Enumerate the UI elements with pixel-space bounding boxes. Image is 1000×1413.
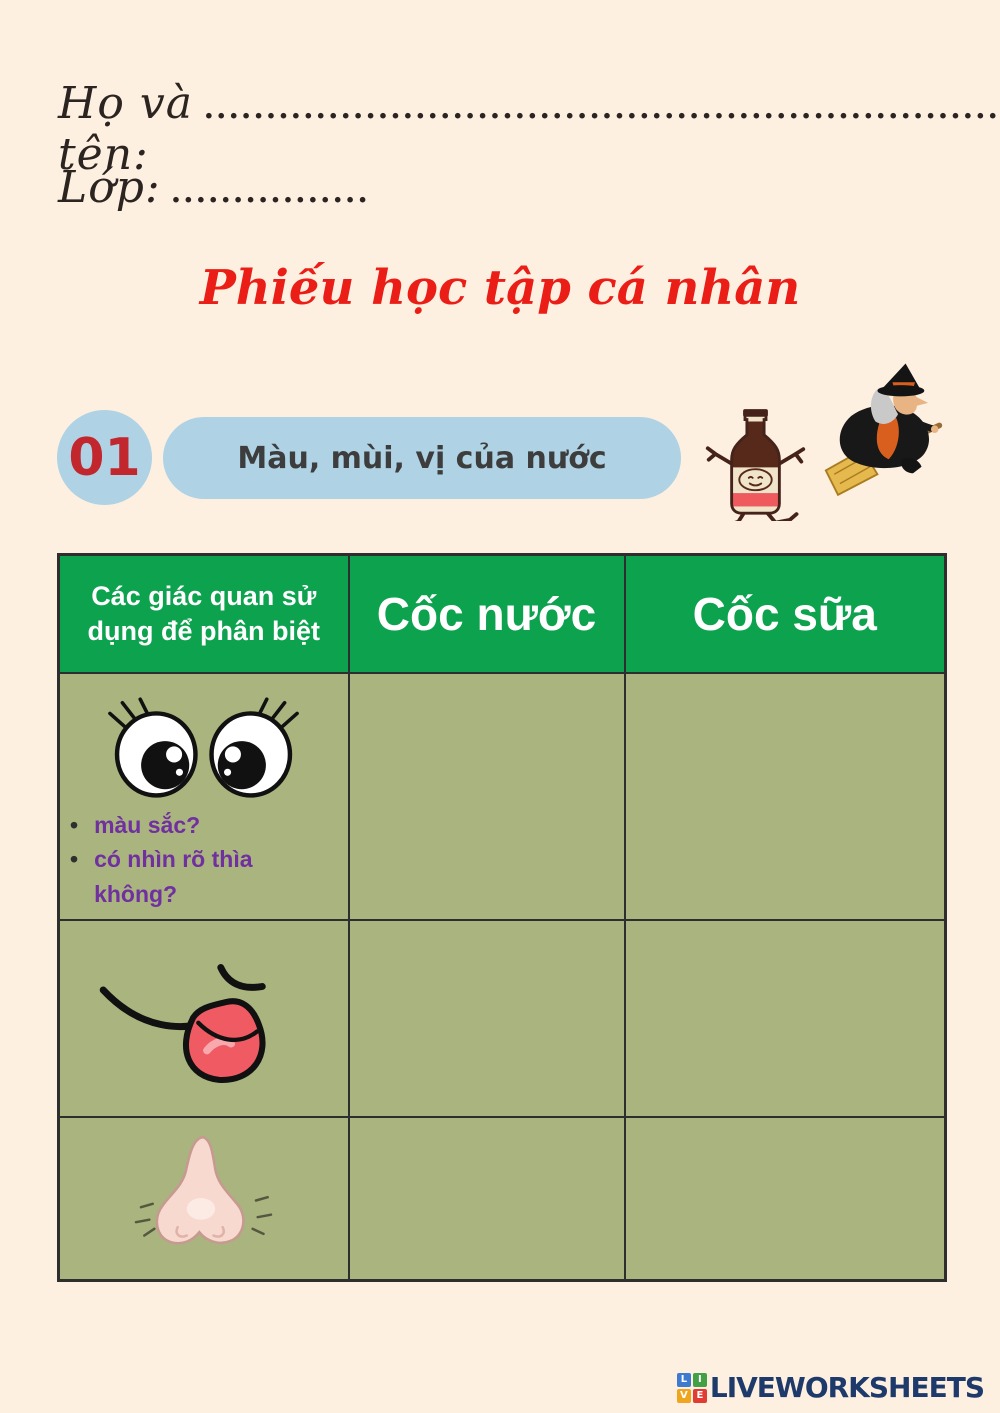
witch-boot [901, 457, 922, 474]
liveworksheets-footer: L I V E LIVEWORKSHEETS [676, 1371, 985, 1404]
tongue-crease [196, 1020, 260, 1042]
table-header-row: Các giác quan sử dụng để phân biệt Cốc n… [57, 553, 947, 674]
bullet-dot: • [70, 846, 79, 872]
answer-cell-sight-milk[interactable] [623, 671, 947, 921]
class-label: Lớp: [58, 162, 161, 213]
nose-shape [155, 1136, 245, 1245]
table-row-taste [57, 919, 947, 1118]
section-title-label: Màu, mùi, vị của nước [237, 440, 607, 476]
column-header-senses: Các giác quan sử dụng để phân biệt [57, 553, 350, 674]
bottle-label-face [747, 475, 764, 487]
column-header-coc-sua: Cốc sữa [623, 553, 947, 674]
bottle-dark-liquid [731, 421, 780, 468]
witch-hat-brim [877, 385, 925, 397]
table-row-sight: • màu sắc? • có nhìn rõ thìa không? [57, 671, 947, 921]
brand-wordmark: LIVEWORKSHEETS [709, 1371, 985, 1404]
sight-question-text: có nhìn rõ thìa không? [94, 846, 253, 907]
eyes-icon [108, 696, 300, 798]
tongue-highlight [203, 1037, 236, 1055]
name-dotted-blank[interactable]: ........................................… [203, 91, 1000, 126]
sight-question-text: màu sắc? [94, 811, 201, 838]
senses-table: Các giác quan sử dụng để phân biệt Cốc n… [57, 553, 947, 1282]
sense-cell-smell [57, 1116, 350, 1281]
witch-on-broom-icon [823, 358, 945, 511]
liveworksheets-logo-icon: L I V E [676, 1372, 707, 1403]
mouth-corner [217, 964, 267, 991]
witch-dress [876, 417, 899, 460]
sense-cell-sight: • màu sắc? • có nhìn rõ thìa không? [57, 671, 350, 921]
logo-square-e: E [692, 1388, 707, 1403]
witch-hand [930, 425, 939, 433]
nose-icon [135, 1136, 273, 1245]
page-title: Phiếu học tập cá nhân [199, 260, 801, 316]
nostril-left [175, 1226, 189, 1239]
nose-highlight [187, 1198, 216, 1220]
witch-hair [870, 387, 899, 424]
answer-cell-sight-water[interactable] [347, 671, 626, 921]
answer-cell-smell-milk[interactable] [623, 1116, 947, 1281]
logo-square-i: I [692, 1372, 707, 1387]
sight-question-item: • màu sắc? [70, 808, 342, 843]
name-label: Họ và tên: [58, 78, 193, 180]
class-line: Lớp: ................ [58, 162, 370, 213]
nostril-right [212, 1226, 226, 1239]
logo-square-v: V [676, 1388, 691, 1403]
section-number-badge: 01 [57, 410, 152, 505]
table-row-smell [57, 1116, 947, 1281]
sniff-marks [135, 1196, 273, 1237]
dancing-bottle-icon [703, 406, 808, 529]
sense-cell-taste [57, 919, 350, 1118]
left-eye [108, 696, 198, 798]
name-line: Họ và tên: .............................… [58, 78, 1000, 180]
answer-cell-smell-water[interactable] [347, 1116, 626, 1281]
bottle-label [738, 468, 773, 492]
bottle-outline [730, 412, 781, 515]
sight-question-list: • màu sắc? • có nhìn rõ thìa không? [60, 808, 348, 912]
answer-cell-taste-milk[interactable] [623, 919, 947, 1118]
mouth-tongue-icon [99, 964, 267, 1083]
right-eye [209, 696, 300, 798]
sight-question-item: • có nhìn rõ thìa không? [70, 842, 342, 911]
logo-square-l: L [676, 1372, 691, 1387]
class-dotted-blank[interactable]: ................ [170, 175, 370, 210]
bullet-dot: • [70, 811, 79, 838]
column-header-coc-nuoc: Cốc nước [347, 553, 626, 674]
answer-cell-taste-water[interactable] [347, 919, 626, 1118]
section-title-pill: Màu, mùi, vị của nước [163, 417, 681, 499]
bottle-red-stripe [732, 493, 779, 507]
